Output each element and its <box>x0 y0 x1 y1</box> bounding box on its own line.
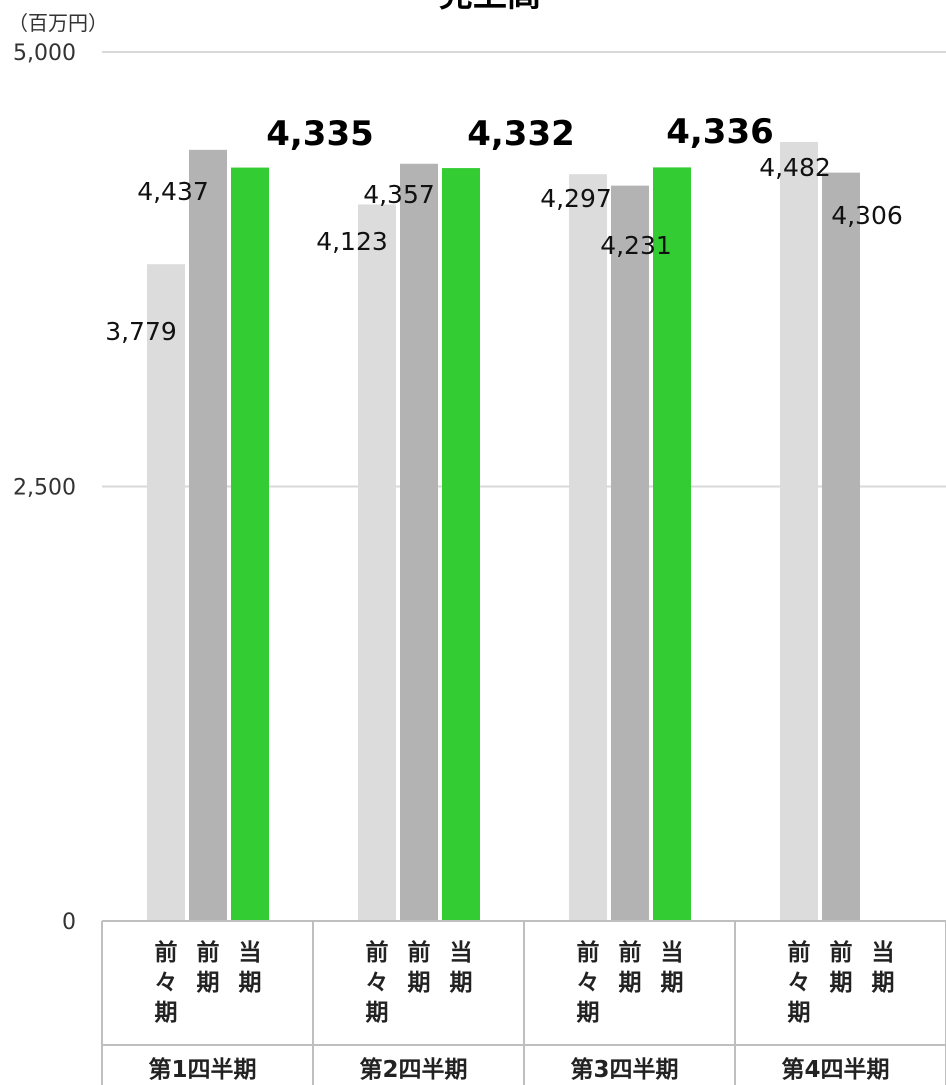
bar-zenki <box>822 172 860 922</box>
bar-zenzenki <box>147 264 185 921</box>
data-label: 3,779 <box>105 317 177 346</box>
period-label: 期 <box>619 970 642 996</box>
bars <box>147 142 860 922</box>
data-label: 4,482 <box>759 153 831 182</box>
period-label: 々 <box>155 970 178 996</box>
period-label: 当 <box>661 940 684 966</box>
period-label: 当 <box>450 940 473 966</box>
period-label: 前 <box>619 939 642 966</box>
period-label: 期 <box>408 970 431 996</box>
bar-zenki <box>400 163 438 921</box>
period-label: 期 <box>366 1000 389 1026</box>
period-label: 期 <box>197 970 220 996</box>
data-label: 4,306 <box>831 201 903 230</box>
data-label: 4,332 <box>467 114 575 154</box>
gridlines <box>102 51 946 922</box>
bar-touki <box>442 168 480 922</box>
y-tick-label: 0 <box>62 910 76 935</box>
period-label: 前 <box>408 939 431 966</box>
data-label: 4,297 <box>540 184 612 213</box>
bar-zenzenki <box>358 204 396 921</box>
period-label: 々 <box>577 970 600 996</box>
category-label: 第2四半期 <box>359 1056 467 1083</box>
period-label: 前 <box>577 939 600 966</box>
period-label: 期 <box>830 970 853 996</box>
period-label: 期 <box>450 970 473 996</box>
data-label: 4,123 <box>316 227 388 256</box>
period-label: 当 <box>872 940 895 966</box>
period-label: 期 <box>239 970 262 996</box>
period-label: 期 <box>788 1000 811 1026</box>
bar-touki <box>231 167 269 921</box>
x-axis: 前々期前期当期第1四半期前々期前期当期第2四半期前々期前期当期第3四半期前々期前… <box>101 920 946 1085</box>
period-label: 期 <box>155 1000 178 1026</box>
period-label: 当 <box>239 940 262 966</box>
category-label: 第1四半期 <box>148 1056 256 1083</box>
data-label: 4,231 <box>600 231 672 260</box>
chart-title: 売上高 <box>439 0 541 15</box>
data-label: 4,357 <box>363 180 435 209</box>
data-label: 4,437 <box>137 177 209 206</box>
period-label: 前 <box>366 939 389 966</box>
data-label: 4,335 <box>266 114 374 154</box>
period-label: 々 <box>366 970 389 996</box>
y-axis-ticks: 0 2,500 5,000 <box>13 41 76 935</box>
bar-zenzenki <box>780 142 818 922</box>
bar-zenki <box>611 185 649 921</box>
y-tick-label: 5,000 <box>13 41 76 66</box>
period-label: 前 <box>830 939 853 966</box>
unit-label: （百万円） <box>8 11 108 35</box>
data-labels: 3,779 4,437 4,335 4,123 4,357 4,332 4,297 4,231… <box>105 112 903 346</box>
period-label: 期 <box>661 970 684 996</box>
category-label: 第3四半期 <box>570 1056 678 1083</box>
period-label: 前 <box>155 939 178 966</box>
data-label: 4,336 <box>666 112 774 152</box>
y-tick-label: 2,500 <box>13 476 76 501</box>
period-label: 期 <box>577 1000 600 1026</box>
period-label: 前 <box>788 939 811 966</box>
bar-zenzenki <box>569 174 607 921</box>
bar-zenki <box>189 149 227 922</box>
period-label: 々 <box>788 970 811 996</box>
category-label: 第4四半期 <box>781 1056 889 1083</box>
bar-touki <box>653 167 691 921</box>
period-label: 期 <box>872 970 895 996</box>
period-label: 前 <box>197 939 220 966</box>
